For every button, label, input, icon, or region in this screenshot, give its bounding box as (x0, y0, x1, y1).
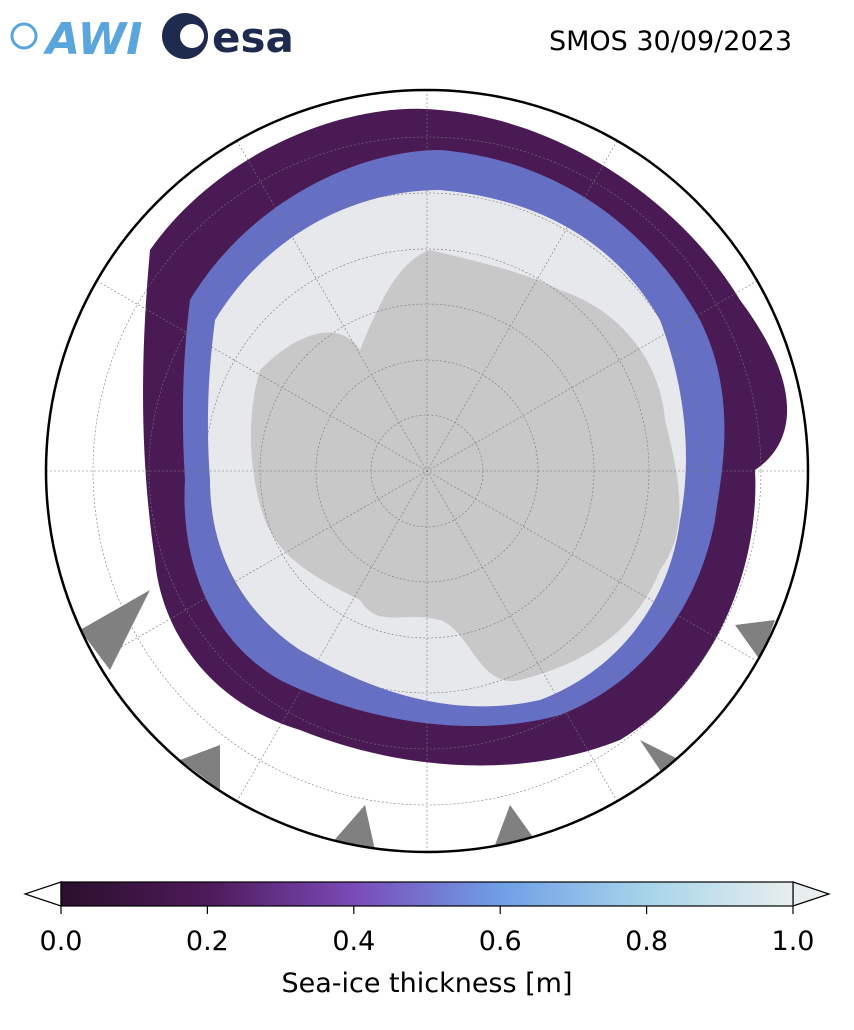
antarctica (250, 250, 680, 682)
map (46, 90, 808, 852)
colorbar (23, 881, 831, 914)
colorbar-tick-label: 0.8 (625, 926, 668, 957)
colorbar-label: Sea-ice thickness [m] (281, 968, 572, 999)
colorbar-ramp (60, 881, 794, 907)
colorbar-tick-label: 0.6 (479, 926, 522, 957)
title: SMOS 30/09/2023 (549, 26, 792, 57)
colorbar-tick-label: 0.4 (332, 926, 375, 957)
map-border (44, 88, 810, 854)
colorbar-tick-label: 0.0 (40, 926, 83, 957)
graticule (46, 90, 808, 852)
colorbar-tick-label: 1.0 (772, 926, 815, 957)
esa-logo: esa (162, 13, 294, 62)
esa-text: esa (212, 13, 294, 62)
awi-text: AWI (43, 14, 143, 65)
colorbar-tick-label: 0.2 (186, 926, 229, 957)
awi-logo: AWI (10, 14, 143, 65)
